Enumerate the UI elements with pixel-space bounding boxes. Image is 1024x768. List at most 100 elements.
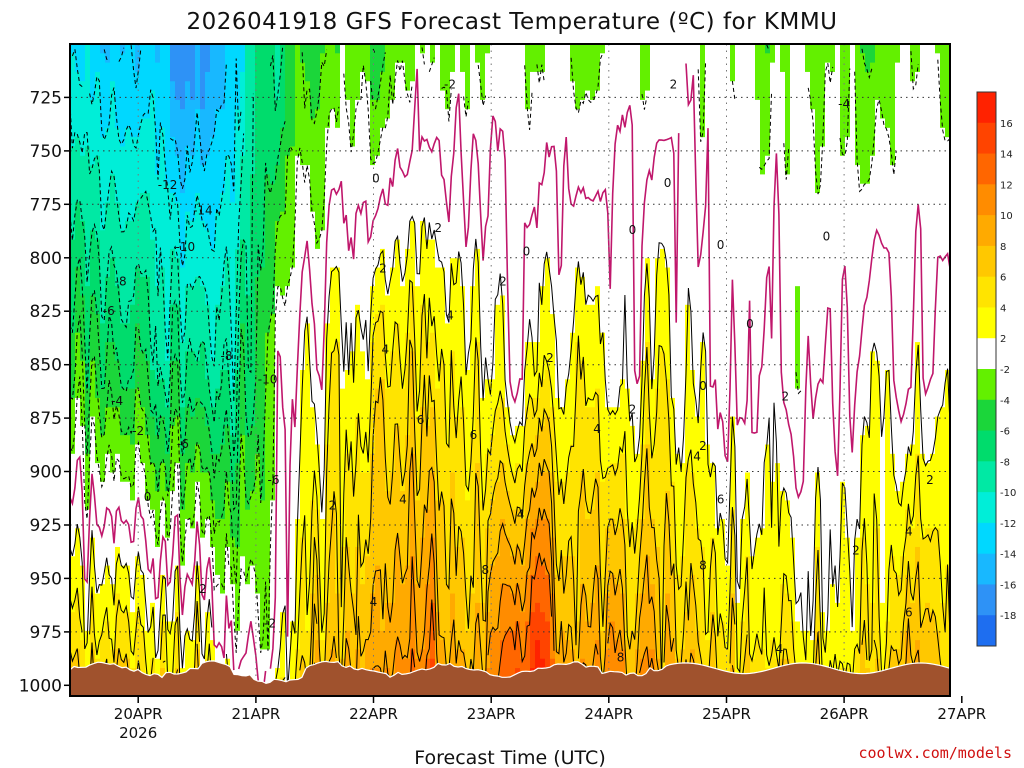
temperature-cell — [775, 463, 781, 660]
temperature-cell — [785, 44, 791, 175]
temperature-cell — [440, 500, 446, 641]
contour-label: 0 — [664, 176, 672, 190]
temperature-cell — [745, 44, 751, 474]
temperature-cell — [380, 630, 386, 688]
temperature-cell — [535, 519, 541, 557]
temperature-cell — [930, 528, 936, 613]
temperature-cell — [485, 612, 491, 669]
isotherm-line — [343, 60, 413, 165]
temperature-cell — [115, 407, 121, 455]
temperature-cell — [335, 593, 341, 678]
temperature-cell — [875, 360, 881, 529]
temperature-cell — [390, 602, 396, 678]
temperature-cell — [500, 463, 506, 520]
colorbar-tick-label: -18 — [1000, 611, 1016, 622]
temperature-cell — [100, 388, 106, 436]
temperature-cell — [70, 332, 76, 399]
temperature-cell — [205, 472, 211, 520]
temperature-cell — [170, 44, 176, 82]
temperature-cell — [185, 81, 191, 148]
temperature-cell — [485, 528, 491, 613]
temperature-cell — [860, 53, 866, 185]
temperature-cell — [470, 435, 476, 595]
temperature-cell — [655, 388, 661, 548]
temperature-cell — [120, 146, 126, 231]
temperature-cell — [205, 230, 211, 306]
temperature-cell — [775, 44, 781, 464]
temperature-cell — [730, 81, 736, 418]
temperature-cell — [460, 537, 466, 651]
temperature-cell — [270, 44, 276, 185]
temperature-cell — [170, 425, 176, 492]
temperature-cell — [350, 593, 356, 669]
temperature-cell — [535, 481, 541, 520]
temperature-cell — [190, 44, 196, 101]
temperature-cell — [425, 509, 431, 585]
temperature-cell — [440, 360, 446, 501]
temperature-cell — [645, 342, 651, 446]
temperature-cell — [215, 453, 221, 520]
temperature-cell — [125, 220, 131, 325]
temperature-cell — [535, 602, 541, 641]
temperature-cell — [925, 44, 931, 464]
temperature-cell — [365, 556, 371, 641]
temperature-cell — [605, 407, 611, 474]
temperature-cell — [255, 44, 261, 278]
temperature-cell — [425, 425, 431, 511]
temperature-cell — [85, 388, 91, 455]
temperature-cell — [180, 267, 186, 343]
temperature-cell — [90, 99, 96, 166]
temperature-cell — [145, 193, 151, 278]
temperature-cell — [620, 593, 626, 651]
temperature-cell — [870, 602, 876, 678]
temperature-cell — [210, 360, 216, 408]
temperature-cell — [520, 472, 526, 520]
temperature-cell — [240, 556, 246, 696]
colorbar-swatch — [977, 399, 996, 432]
temperature-cell — [155, 62, 161, 175]
temperature-cell — [105, 44, 111, 64]
temperature-cell — [75, 137, 81, 203]
y-tick-label: 875 — [30, 409, 62, 429]
temperature-cell — [160, 379, 166, 418]
y-tick-label: 825 — [30, 302, 62, 322]
credit-link[interactable]: coolwx.com/models — [858, 744, 1012, 762]
temperature-cell — [620, 44, 626, 380]
temperature-cell — [130, 500, 136, 613]
temperature-cell — [890, 165, 896, 455]
temperature-cell — [225, 44, 231, 157]
temperature-cell — [390, 44, 396, 101]
temperature-cell — [75, 71, 81, 138]
isotherm-line — [729, 597, 736, 664]
temperature-cell — [190, 155, 196, 222]
temperature-cell — [345, 44, 351, 101]
temperature-cell — [95, 239, 101, 315]
temperature-cell — [550, 593, 556, 660]
temperature-cell — [515, 425, 521, 464]
colorbar-tick-label: -10 — [1000, 488, 1016, 499]
isotherm-line — [118, 47, 125, 62]
temperature-cell — [265, 332, 271, 651]
temperature-cell — [70, 556, 76, 613]
isotherm-line — [758, 91, 773, 171]
y-tick-label: 950 — [30, 569, 62, 589]
isotherm-line — [269, 45, 284, 111]
y-axis: 725 750 775 800 825 850 875 900 925 950 975 1000 — [19, 88, 70, 696]
temperature-cell — [595, 565, 601, 641]
temperature-cell — [215, 44, 221, 110]
contour-label: -6 — [177, 437, 189, 451]
temperature-cell — [830, 44, 836, 73]
temperature-cell — [665, 44, 671, 269]
temperature-cell — [235, 546, 241, 632]
isotherm-line — [365, 533, 445, 694]
temperature-cell — [575, 44, 581, 110]
temperature-cell — [205, 155, 211, 231]
temperature-cell — [865, 425, 871, 585]
temperature-cell — [300, 44, 306, 64]
isotherm-line — [489, 552, 553, 688]
temperature-cell — [240, 323, 246, 436]
temperature-cell — [785, 500, 791, 595]
colorbar-swatch — [977, 430, 996, 462]
temperature-cell — [845, 537, 851, 669]
isotherm-line — [372, 48, 377, 56]
